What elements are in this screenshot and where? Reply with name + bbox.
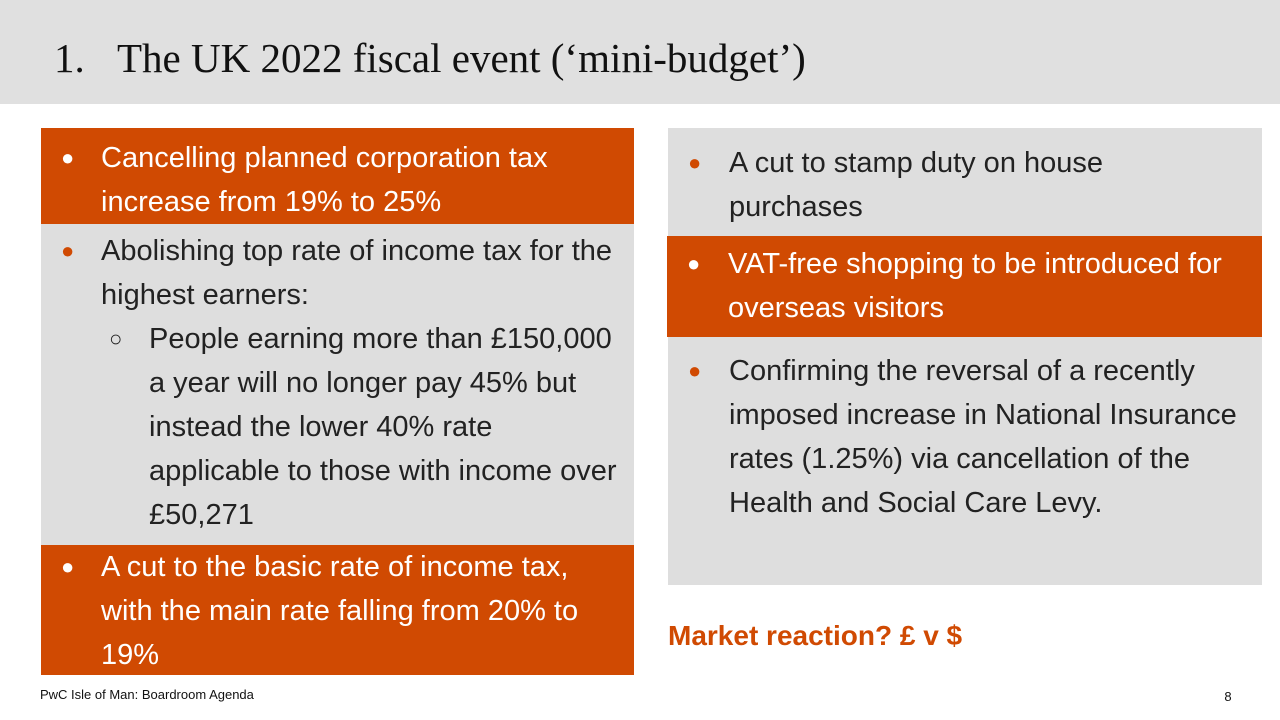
bullet-item: ● A cut to stamp duty on house purchases (688, 141, 1244, 229)
corporation-tax-box: ● Cancelling planned corporation tax inc… (41, 128, 634, 224)
bullet-item: ● Abolishing top rate of income tax for … (61, 229, 620, 317)
national-insurance-box: ● Confirming the reversal of a recently … (667, 337, 1262, 585)
bullet-icon: ● (61, 238, 75, 263)
sub-bullet-text: People earning more than £150,000 a year… (149, 323, 617, 531)
bullet-text: Abolishing top rate of income tax for th… (101, 235, 613, 311)
bullet-icon: ● (688, 358, 702, 383)
bullet-text: A cut to stamp duty on house purchases (729, 147, 1104, 223)
title-band (0, 0, 1280, 104)
title-number: 1. (54, 35, 85, 81)
bullet-item: ● Confirming the reversal of a recently … (688, 349, 1250, 525)
bullet-item: ● VAT-free shopping to be introduced for… (687, 242, 1244, 330)
bullet-icon: ● (61, 145, 75, 170)
bullet-text: Cancelling planned corporation tax incre… (101, 142, 548, 218)
page-number: 8 (1224, 689, 1232, 704)
basic-rate-box: ● A cut to the basic rate of income tax,… (41, 545, 634, 675)
bullet-icon: ● (688, 150, 702, 175)
market-reaction-heading: Market reaction? £ v $ (668, 620, 963, 651)
footer-source: PwC Isle of Man: Boardroom Agenda (40, 687, 254, 702)
bullet-item: ● A cut to the basic rate of income tax,… (61, 545, 620, 677)
bullet-text: Confirming the reversal of a recently im… (729, 355, 1237, 519)
bullet-text: VAT-free shopping to be introduced for o… (728, 248, 1222, 324)
title-text: The UK 2022 fiscal event (‘mini-budget’) (117, 35, 806, 81)
bullet-icon: ● (61, 554, 75, 579)
bullet-icon: ● (687, 251, 701, 276)
sub-bullet-item: ○ People earning more than £150,000 a ye… (61, 317, 620, 537)
bullet-text: A cut to the basic rate of income tax, w… (101, 551, 579, 671)
slide-title: 1. The UK 2022 fiscal event (‘mini-budget… (54, 32, 806, 84)
stamp-duty-box: ● A cut to stamp duty on house purchases (667, 128, 1262, 236)
vat-free-box: ● VAT-free shopping to be introduced for… (667, 236, 1262, 337)
sub-bullet-icon: ○ (109, 326, 123, 351)
top-rate-box: ● Abolishing top rate of income tax for … (41, 224, 634, 545)
bullet-item: ● Cancelling planned corporation tax inc… (61, 136, 616, 224)
